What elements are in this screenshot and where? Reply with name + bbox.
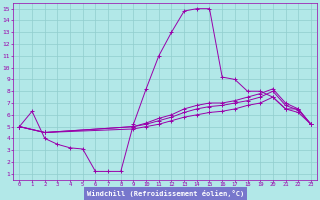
X-axis label: Windchill (Refroidissement éolien,°C): Windchill (Refroidissement éolien,°C) bbox=[86, 190, 244, 197]
